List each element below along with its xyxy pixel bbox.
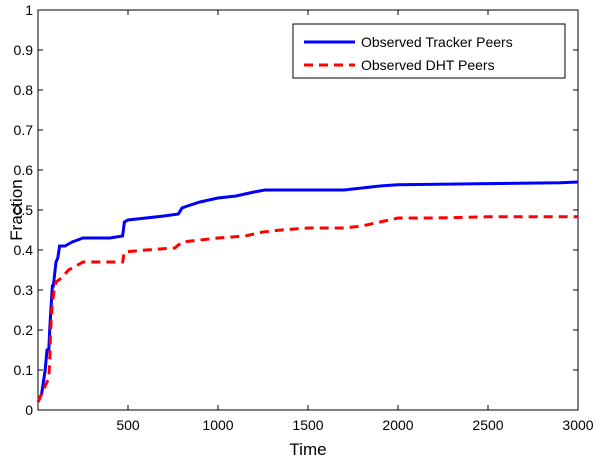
x-axis-title: Time <box>289 440 326 459</box>
y-tick-label: 0.9 <box>14 42 34 58</box>
y-tick-label: 0 <box>25 402 33 418</box>
y-tick-label: 0.4 <box>14 242 34 258</box>
x-tick-label: 500 <box>116 417 140 433</box>
y-tick-label: 0.6 <box>14 162 34 178</box>
y-tick-label: 0.1 <box>14 362 34 378</box>
y-tick-label: 0.8 <box>14 82 34 98</box>
y-tick-label: 0.5 <box>14 202 34 218</box>
x-tick-label: 2000 <box>382 417 413 433</box>
x-tick-label: 1000 <box>202 417 233 433</box>
x-tick-label: 1500 <box>292 417 323 433</box>
y-tick-label: 0.2 <box>14 322 34 338</box>
y-axis-title: Fraction <box>7 179 26 240</box>
x-axis-ticks: 500 1000 1500 2000 2500 3000 <box>116 10 594 433</box>
x-tick-label: 3000 <box>562 417 593 433</box>
y-axis-ticks: 0 0.1 0.2 0.3 0.4 0.5 0.6 0.7 0.8 0.9 1 <box>14 2 578 418</box>
legend: Observed Tracker Peers Observed DHT Peer… <box>292 23 566 79</box>
series-layer <box>36 180 579 403</box>
y-tick-label: 0.7 <box>14 122 34 138</box>
legend-box <box>292 23 566 79</box>
y-tick-label: 1 <box>25 2 33 18</box>
x-tick-label: 2500 <box>472 417 503 433</box>
legend-label-tracker: Observed Tracker Peers <box>361 34 513 50</box>
series-line-1 <box>36 215 578 403</box>
legend-label-dht: Observed DHT Peers <box>361 57 495 73</box>
y-tick-label: 0.3 <box>14 282 34 298</box>
